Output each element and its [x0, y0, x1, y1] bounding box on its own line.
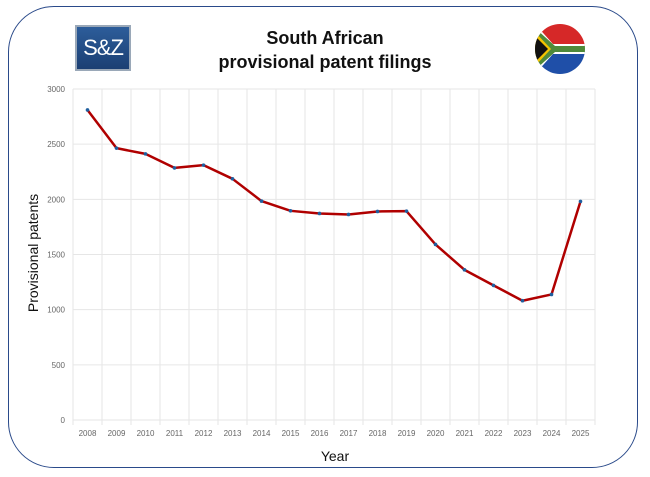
logo-text: S&Z [83, 35, 124, 60]
data-point-2015 [288, 209, 293, 213]
y-tick-label: 1000 [47, 306, 65, 315]
sz-logo: S&Z [75, 25, 131, 71]
x-tick-label: 2024 [543, 429, 561, 438]
y-axis-label: Provisional patents [25, 194, 41, 312]
x-tick-label: 2017 [340, 429, 358, 438]
x-tick-label: 2023 [514, 429, 532, 438]
y-tick-label: 500 [52, 361, 66, 370]
x-tick-label: 2014 [253, 429, 271, 438]
x-tick-label: 2020 [427, 429, 445, 438]
y-tick-label: 0 [61, 416, 66, 425]
data-point-2019 [404, 209, 409, 213]
data-point-2021 [462, 268, 467, 272]
south-africa-flag-icon [535, 24, 585, 74]
data-point-2020 [433, 242, 438, 247]
y-tick-label: 2500 [47, 140, 65, 149]
data-point-2014 [259, 199, 264, 203]
data-point-2010 [143, 152, 148, 156]
data-point-2022 [491, 283, 496, 288]
data-point-2017 [346, 212, 351, 217]
chart-title: South African provisional patent filings [180, 26, 470, 74]
x-axis-label: Year [321, 448, 350, 464]
x-tick-label: 2018 [369, 429, 387, 438]
data-point-2009 [114, 146, 119, 150]
x-tick-label: 2013 [224, 429, 242, 438]
data-point-2013 [230, 177, 235, 181]
x-tick-label: 2021 [456, 429, 474, 438]
x-tick-label: 2010 [137, 429, 155, 438]
x-tick-label: 2009 [108, 429, 126, 438]
data-point-2025 [578, 199, 583, 204]
data-point-2018 [375, 209, 380, 214]
x-tick-label: 2025 [572, 429, 590, 438]
x-tick-label: 2022 [485, 429, 503, 438]
x-tick-label: 2008 [79, 429, 97, 438]
x-tick-label: 2012 [195, 429, 213, 438]
title-line-2: provisional patent filings [218, 52, 432, 72]
x-tick-label: 2011 [166, 429, 184, 438]
series-line [86, 109, 582, 302]
y-tick-label: 2000 [47, 195, 65, 204]
data-point-2011 [172, 166, 177, 170]
y-tick-label: 1500 [47, 251, 65, 260]
data-point-2023 [520, 298, 525, 303]
y-tick-label: 3000 [47, 85, 65, 94]
chart-frame [8, 6, 638, 468]
x-tick-label: 2016 [311, 429, 329, 438]
data-point-2024 [549, 292, 554, 297]
x-tick-label: 2015 [282, 429, 300, 438]
data-point-2012 [201, 163, 206, 167]
x-tick-label: 2019 [398, 429, 416, 438]
data-point-2008 [85, 108, 90, 112]
title-line-1: South African [266, 28, 384, 48]
data-point-2016 [317, 211, 322, 216]
